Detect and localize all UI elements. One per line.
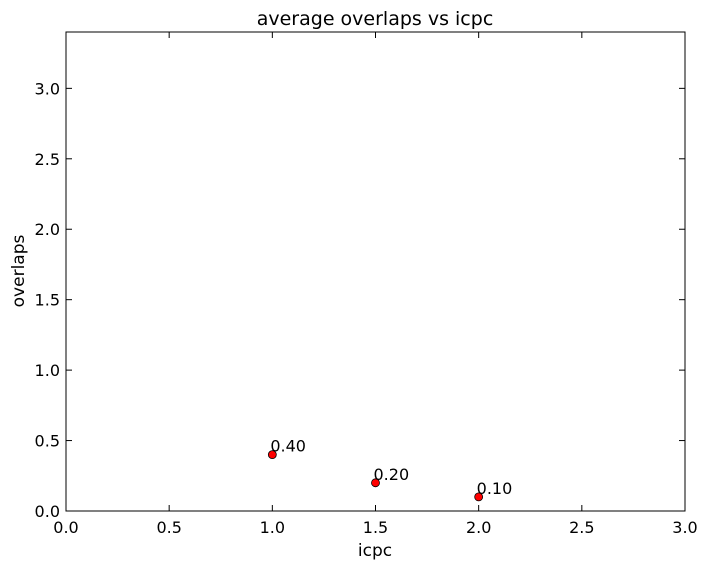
data-point-label: 0.40 — [270, 437, 306, 456]
y-tick-label: 2.0 — [35, 220, 60, 239]
y-tick-label: 0.0 — [35, 502, 60, 521]
x-tick-label: 2.0 — [466, 518, 491, 537]
data-points: 0.40 0.20 0.10 — [267, 437, 513, 502]
plot-area — [65, 31, 686, 512]
y-axis: 0.0 0.5 1.0 1.5 2.0 2.5 3.0 — [35, 79, 685, 521]
x-tick-label: 2.5 — [569, 518, 594, 537]
chart-title: average overlaps vs icpc — [257, 8, 494, 30]
y-tick-label: 3.0 — [35, 79, 60, 98]
y-tick-label: 0.5 — [35, 432, 60, 451]
x-tick-label: 3.0 — [672, 518, 697, 537]
y-tick-label: 1.0 — [35, 361, 60, 380]
data-point — [474, 492, 484, 502]
y-tick-label: 1.5 — [35, 291, 60, 310]
x-axis-label: icpc — [358, 541, 392, 561]
x-axis: 0.0 0.5 1.0 1.5 2.0 2.5 3.0 — [53, 32, 698, 537]
x-tick-label: 1.0 — [260, 518, 285, 537]
y-axis-label: overlaps — [9, 235, 29, 308]
data-point — [371, 478, 380, 488]
data-point-label: 0.20 — [374, 465, 410, 484]
data-point-label: 0.10 — [477, 479, 513, 498]
x-tick-label: 1.5 — [363, 518, 388, 537]
data-point — [267, 450, 277, 460]
x-tick-label: 0.5 — [156, 518, 181, 537]
y-tick-label: 2.5 — [35, 150, 60, 169]
x-tick-label: 0.0 — [53, 518, 78, 537]
